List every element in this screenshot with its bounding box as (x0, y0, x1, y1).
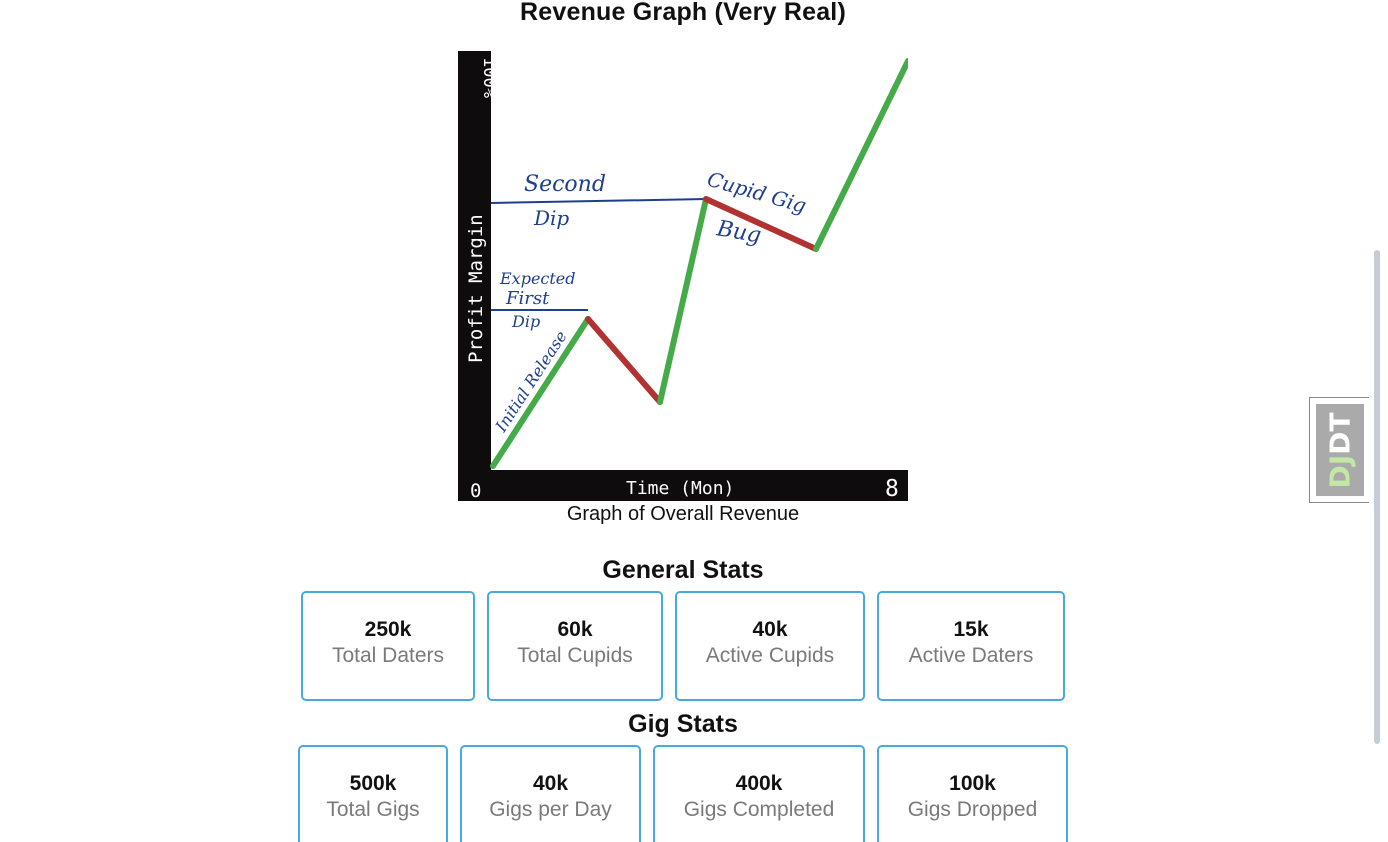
stat-card-total-daters: 250k Total Daters (301, 591, 475, 701)
y-top-label: 100% (479, 57, 499, 98)
stat-value: 40k (752, 618, 788, 641)
annotation-second: Second (524, 172, 606, 197)
graph-title: Revenue Graph (Very Real) (520, 0, 846, 26)
stat-value: 500k (349, 772, 397, 795)
annotation-expected: Expected (499, 269, 576, 288)
revenue-graph-svg: 100% Profit Margin 0 Time (Mon) 8 Second… (458, 51, 908, 501)
stat-value: 40k (532, 772, 569, 795)
annotation-initial-release: Initial Release (491, 327, 571, 436)
annotation-first-dip: Dip (511, 312, 540, 331)
annotation-first: First (505, 288, 550, 309)
segment-down-2 (703, 196, 819, 252)
debug-toolbar-logo: DJDT (1316, 404, 1364, 496)
x-start-label: 0 (470, 480, 481, 501)
x-end-label: 8 (885, 476, 899, 501)
gig-stats-title: Gig Stats (628, 710, 738, 738)
stat-card-active-cupids: 40k Active Cupids (675, 591, 865, 701)
stat-label: Total Cupids (517, 644, 633, 667)
stat-card-total-cupids: 60k Total Cupids (487, 591, 663, 701)
stat-value: 60k (557, 618, 593, 641)
stat-label: Gigs per Day (489, 798, 612, 821)
revenue-graph-image: 100% Profit Margin 0 Time (Mon) 8 Second… (458, 51, 908, 501)
general-stats-title: General Stats (602, 556, 764, 584)
stat-card-gigs-per-day: 40k Gigs per Day (460, 745, 641, 842)
stat-value: 100k (949, 772, 996, 795)
segment-up-2 (657, 196, 709, 405)
segment-up-1 (490, 316, 591, 469)
stat-card-active-daters: 15k Active Daters (877, 591, 1065, 701)
stat-card-gigs-completed: 400k Gigs Completed (653, 745, 865, 842)
stat-label: Active Daters (908, 644, 1034, 667)
segment-down-1 (585, 316, 663, 405)
second-dip-line (490, 198, 707, 204)
x-axis-label: Time (Mon) (626, 478, 734, 499)
stat-label: Gigs Dropped (907, 798, 1038, 821)
debug-toolbar-handle[interactable]: DJDT (1309, 397, 1369, 503)
y-axis-label: Profit Margin (465, 214, 487, 363)
stat-label: Total Gigs (326, 798, 420, 821)
stat-value: 15k (953, 618, 989, 641)
stat-label: Gigs Completed (683, 798, 835, 821)
annotation-cupid-gig: Cupid Gig (705, 167, 809, 218)
debug-toolbar-logo-text: DJDT (1323, 411, 1357, 489)
graph-caption: Graph of Overall Revenue (566, 503, 800, 525)
annotation-second-dip: Dip (533, 206, 569, 230)
page-scrollbar[interactable] (1374, 250, 1380, 744)
stat-value: 250k (364, 618, 412, 641)
segment-up-3 (813, 58, 908, 252)
stat-card-total-gigs: 500k Total Gigs (298, 745, 448, 842)
stat-value: 400k (735, 772, 783, 795)
stat-label: Active Cupids (705, 644, 835, 667)
stat-card-gigs-dropped: 100k Gigs Dropped (877, 745, 1068, 842)
y-axis-bar (458, 51, 491, 501)
x-axis-bar (458, 470, 908, 501)
stat-label: Total Daters (331, 644, 445, 667)
